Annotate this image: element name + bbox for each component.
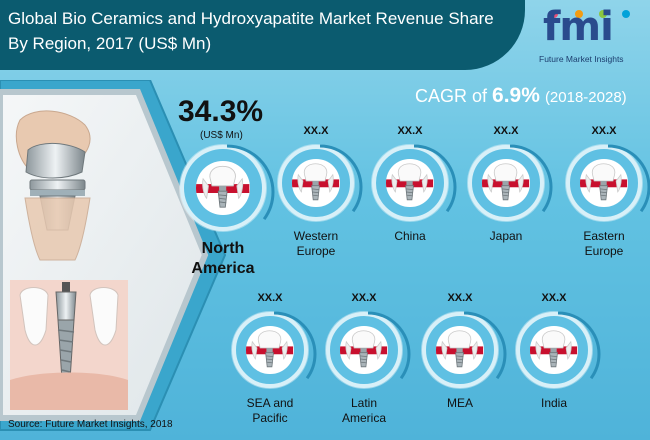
fmi-logo: fmi Future Market Insights bbox=[533, 4, 643, 68]
dental-implant-icon bbox=[340, 330, 388, 368]
dental-implant-icon bbox=[580, 163, 628, 201]
region-name-line1: SEA and bbox=[246, 396, 294, 410]
region-item: XX.X Western Europe bbox=[277, 125, 363, 281]
region-ring bbox=[231, 311, 317, 397]
region-name-line2: Europe bbox=[584, 244, 624, 258]
region-name: SEA and Pacific bbox=[212, 396, 328, 426]
region-ring bbox=[565, 144, 650, 230]
region-name: North America bbox=[160, 239, 286, 279]
region-item: North America bbox=[179, 144, 275, 291]
dental-implant-icon bbox=[292, 163, 340, 201]
region-name: China bbox=[352, 229, 468, 244]
dental-implant-icon bbox=[436, 330, 484, 368]
ring-arc bbox=[179, 144, 275, 240]
region-icon-circle bbox=[482, 159, 530, 207]
region-item: XX.X Japan bbox=[467, 125, 553, 281]
region-name-line2: America bbox=[191, 260, 255, 277]
dental-implant-icon bbox=[482, 163, 530, 201]
region-value: XX.X bbox=[351, 292, 377, 304]
region-icon-circle bbox=[436, 326, 484, 374]
region-value: XX.X bbox=[447, 292, 473, 304]
north-america-unit: (US$ Mn) bbox=[200, 130, 243, 141]
ring-arc bbox=[515, 311, 601, 397]
region-name: Japan bbox=[448, 229, 564, 244]
region-item: XX.X SEA and Pacific bbox=[231, 292, 317, 440]
region-value: XX.X bbox=[493, 125, 519, 137]
medical-illustration-panel bbox=[0, 80, 227, 431]
region-name-line2: America bbox=[341, 411, 386, 425]
dental-implant-icon bbox=[196, 166, 250, 208]
region-ring bbox=[371, 144, 457, 230]
region-name: MEA bbox=[402, 396, 518, 411]
region-value: XX.X bbox=[257, 292, 283, 304]
logo-people-icon bbox=[550, 10, 630, 18]
region-icon-circle bbox=[292, 159, 340, 207]
logo-wordmark: fmi bbox=[543, 4, 614, 50]
dental-implant-icon bbox=[386, 163, 434, 201]
region-name-line1: Western bbox=[293, 229, 339, 243]
logo-tagline: Future Market Insights bbox=[539, 54, 624, 64]
region-name: Western Europe bbox=[258, 229, 374, 259]
region-ring bbox=[421, 311, 507, 397]
region-item: XX.X MEA bbox=[421, 292, 507, 440]
ring-arc bbox=[467, 144, 553, 230]
region-name-line1: North bbox=[201, 240, 245, 257]
header-band bbox=[0, 0, 525, 70]
dental-implant-icon bbox=[10, 280, 128, 410]
north-america-value: 34.3% bbox=[178, 95, 264, 128]
region-item: XX.X China bbox=[371, 125, 457, 281]
region-ring bbox=[515, 311, 601, 397]
region-icon-circle bbox=[530, 326, 578, 374]
region-name-line1: Japan bbox=[489, 229, 523, 243]
region-item: XX.X India bbox=[515, 292, 601, 440]
region-name-line1: China bbox=[394, 229, 426, 243]
region-item: XX.X Latin America bbox=[325, 292, 411, 440]
ring-arc bbox=[277, 144, 363, 230]
dental-implant-icon bbox=[530, 330, 578, 368]
region-name-line1: Latin bbox=[350, 396, 378, 410]
region-item: XX.X Eastern Europe bbox=[565, 125, 650, 281]
dental-implant-icon bbox=[246, 330, 294, 368]
cagr-value: 6.9% bbox=[492, 84, 540, 107]
ring-arc bbox=[565, 144, 650, 230]
region-icon-circle bbox=[246, 326, 294, 374]
region-icon-circle bbox=[196, 161, 250, 215]
region-icon-circle bbox=[340, 326, 388, 374]
region-name-line1: MEA bbox=[446, 396, 473, 410]
region-ring bbox=[179, 144, 275, 240]
ring-arc bbox=[371, 144, 457, 230]
region-name: Latin America bbox=[306, 396, 422, 426]
ring-arc bbox=[231, 311, 317, 397]
knee-implant-icon bbox=[15, 110, 91, 261]
region-name-line2: Pacific bbox=[252, 411, 288, 425]
ring-arc bbox=[325, 311, 411, 397]
region-name: India bbox=[496, 396, 612, 411]
source-note: Source: Future Market Insights, 2018 bbox=[8, 419, 173, 430]
ring-arc bbox=[421, 311, 507, 397]
region-value: XX.X bbox=[303, 125, 329, 137]
region-name-line1: Eastern bbox=[583, 229, 625, 243]
region-value: XX.X bbox=[397, 125, 423, 137]
cagr-prefix: CAGR of bbox=[415, 86, 488, 106]
region-name-line1: India bbox=[540, 396, 568, 410]
region-ring bbox=[325, 311, 411, 397]
region-name-line2: Europe bbox=[296, 244, 336, 258]
region-ring bbox=[467, 144, 553, 230]
chart-title: Global Bio Ceramics and Hydroxyapatite M… bbox=[8, 9, 494, 53]
cagr-period: (2018-2028) bbox=[544, 89, 627, 106]
cagr-label: CAGR of 6.9% (2018-2028) bbox=[415, 84, 627, 108]
region-value: XX.X bbox=[591, 125, 617, 137]
region-ring bbox=[277, 144, 363, 230]
region-value: XX.X bbox=[541, 292, 567, 304]
region-icon-circle bbox=[580, 159, 628, 207]
region-icon-circle bbox=[386, 159, 434, 207]
region-name: Eastern Europe bbox=[546, 229, 650, 259]
